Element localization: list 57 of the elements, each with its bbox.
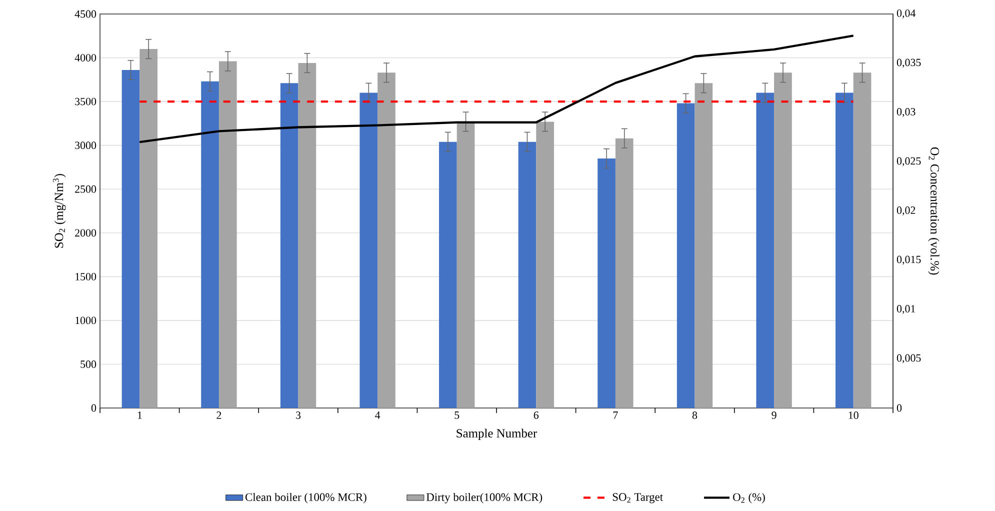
bar [122,70,140,408]
legend-label: SO$_{2}$ Target [612,493,663,504]
legend-label: O$_{2}$ (%) [733,492,765,504]
legend-label: Dirty boiler(100% MCR) [426,492,542,504]
y2-axis-title: O$_{2}$ Concentration (vol.%) [928,147,940,275]
x-tick-label: 6 [534,412,539,419]
bar [140,49,158,408]
x-tick-label: 4 [375,412,380,419]
y-tick-label: 4000 [74,54,96,62]
bar [853,72,872,408]
x-tick-label: 8 [692,412,698,419]
x-tick-label: 5 [454,412,460,419]
bar [694,83,713,408]
y-tick-label: 4500 [74,10,96,18]
bar [774,72,792,408]
x-tick-label: 2 [216,412,222,419]
x-tick-label: 9 [772,412,776,419]
bar [756,92,774,408]
x-tick-label: 7 [613,412,618,419]
y-axis-title: SO$_{2}$ (mg/Nm$^{3}$) [52,174,66,248]
bar [439,142,457,408]
bar [360,92,378,408]
bar [518,142,536,408]
y2-tick-label: 0,005 [896,354,921,364]
bar [201,81,219,408]
legend-label: Clean boiler (100% MCR) [245,492,366,504]
y2-tick-label: 0,015 [896,256,921,265]
bar [536,122,554,408]
bar [298,63,316,408]
bar [615,138,634,408]
x-axis-title: Sample Number [456,428,538,440]
bar [456,122,475,408]
y-tick-label: 500 [80,360,96,368]
y2-tick-label: 0 [896,404,902,412]
x-tick-label: 10 [848,412,858,419]
line-series [138,34,854,144]
y-tick-label: 1500 [76,272,96,280]
x-tick-label: 3 [296,412,301,419]
x-tick-label: 1 [138,412,142,419]
y-tick-label: 3000 [75,142,96,150]
y-tick-label: 2500 [75,185,96,193]
y-tick-label: 1000 [76,316,96,324]
y2-tick-label: 0,035 [896,58,921,68]
bar [378,72,396,408]
y2-tick-label: 0,01 [896,305,916,314]
y-tick-label: 2000 [75,229,96,237]
y2-tick-label: 0,04 [896,10,916,18]
bar [836,92,854,408]
y2-tick-label: 0,03 [896,108,916,117]
y2-tick-label: 0,02 [896,206,916,216]
bar [598,158,616,408]
bar [280,83,298,408]
y-tick-label: 3500 [75,98,96,106]
bar [676,103,695,408]
y-tick-label: 0 [91,404,96,412]
y2-tick-label: 0,025 [896,157,921,166]
bar [218,61,237,408]
